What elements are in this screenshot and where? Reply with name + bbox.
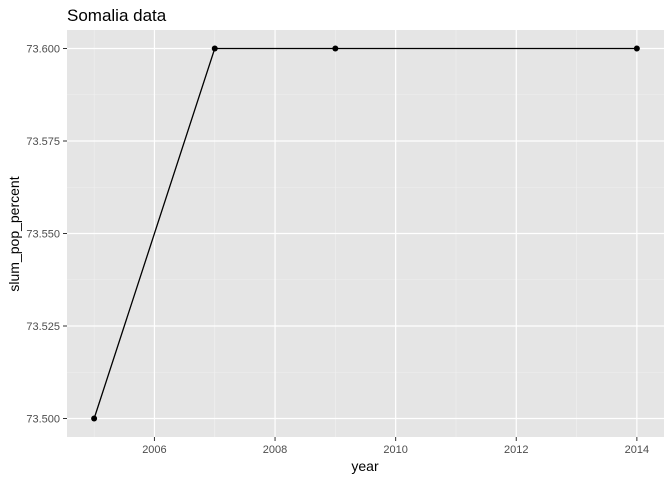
x-tick-label: 2008 xyxy=(263,444,287,456)
y-tick-label: 73.525 xyxy=(26,321,60,333)
series-layer xyxy=(91,45,640,422)
x-tick-label: 2006 xyxy=(142,444,166,456)
data-point xyxy=(211,45,218,52)
y-tick-label: 73.575 xyxy=(26,136,60,148)
y-tick-label: 73.500 xyxy=(26,414,60,426)
series-line xyxy=(93,47,637,419)
axis-ticks: 2006 2008 2010 2012 2014 73.500 73.525 73.550 73… xyxy=(26,44,649,457)
x-tick-label: 2010 xyxy=(383,444,407,456)
y-tick-label: 73.550 xyxy=(26,229,60,241)
x-tick-label: 2012 xyxy=(504,444,528,456)
x-axis-title: year xyxy=(351,458,379,474)
data-point xyxy=(633,45,640,52)
y-axis-title: slum_pop_percent xyxy=(6,176,22,291)
x-tick-label: 2014 xyxy=(625,444,649,456)
data-point xyxy=(332,45,339,52)
data-point xyxy=(91,415,98,422)
y-tick-label: 73.600 xyxy=(26,44,60,56)
chart-title: Somalia data xyxy=(67,6,167,25)
